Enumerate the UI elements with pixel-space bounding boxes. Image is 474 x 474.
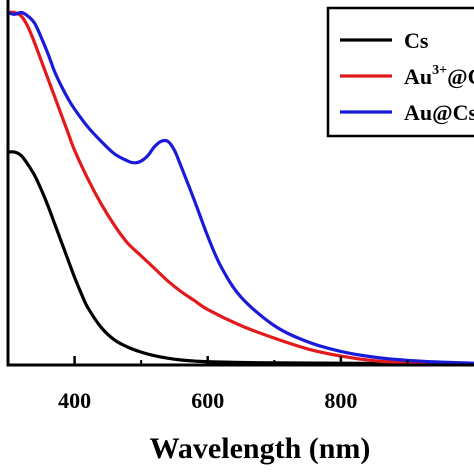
x-tick-label-800: 800 — [324, 388, 357, 413]
legend-box — [326, 6, 474, 138]
series-line-0 — [6, 150, 474, 366]
series-line-2 — [6, 10, 474, 365]
x-axis-title: Wavelength (nm) — [150, 432, 371, 465]
x-tick-label-400: 400 — [58, 388, 91, 413]
x-axis-ticks: 400 600 800 — [58, 356, 409, 413]
axes-frame — [6, 0, 474, 367]
series-line-1 — [6, 10, 474, 366]
legend-label-0: Cs — [404, 28, 429, 53]
legend: Cs Au3+@C Au@Cs — [326, 6, 474, 138]
legend-label-1: Au3+@C — [404, 63, 474, 89]
plot-lines — [6, 10, 474, 366]
x-tick-label-600: 600 — [191, 388, 224, 413]
legend-label-2: Au@Cs — [404, 100, 474, 125]
